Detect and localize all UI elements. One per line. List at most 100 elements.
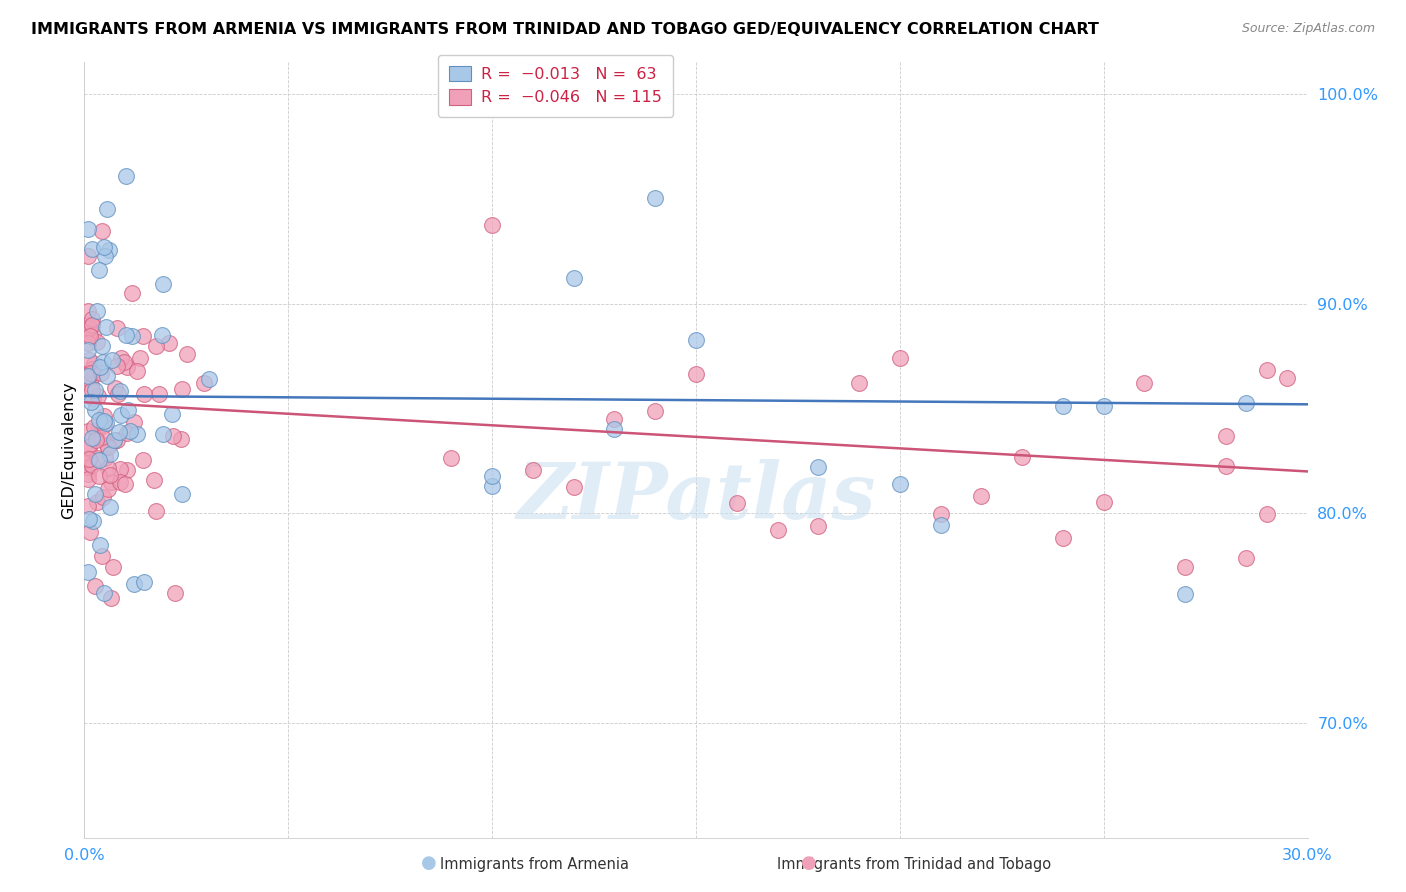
Point — [77, 320, 100, 334]
Point — [108, 462, 131, 476]
Point — [970, 489, 993, 503]
Point — [80, 242, 103, 256]
Point — [82, 318, 104, 333]
Point — [132, 574, 155, 589]
Point — [77, 371, 100, 385]
Point — [481, 479, 503, 493]
Point — [725, 496, 748, 510]
Point — [160, 407, 183, 421]
Point — [522, 463, 544, 477]
Point — [110, 408, 132, 422]
Point — [105, 321, 128, 335]
Point — [848, 376, 870, 391]
Point — [127, 426, 149, 441]
Point — [98, 467, 121, 482]
Point — [77, 467, 100, 482]
Point — [96, 202, 118, 216]
Point — [77, 335, 100, 350]
Point — [84, 431, 107, 445]
Point — [82, 431, 104, 445]
Point — [118, 424, 141, 438]
Point — [110, 351, 132, 366]
Point — [132, 329, 155, 343]
Point — [108, 425, 131, 439]
Point — [77, 500, 100, 514]
Point — [82, 391, 104, 405]
Point — [77, 249, 100, 263]
Point — [77, 452, 100, 467]
Text: Source: ZipAtlas.com: Source: ZipAtlas.com — [1241, 22, 1375, 36]
Point — [101, 560, 124, 574]
Point — [80, 378, 103, 392]
Point — [108, 475, 131, 490]
Point — [93, 414, 115, 428]
Point — [84, 579, 107, 593]
Point — [644, 404, 666, 418]
Point — [152, 277, 174, 291]
Point — [143, 473, 166, 487]
Point — [77, 442, 100, 456]
Point — [79, 524, 101, 539]
Point — [1133, 376, 1156, 391]
Point — [1236, 396, 1258, 410]
Point — [91, 490, 114, 504]
Point — [80, 394, 103, 409]
Point — [103, 434, 125, 448]
Point — [100, 591, 122, 606]
Point — [115, 169, 138, 183]
Point — [132, 387, 155, 401]
Point — [114, 477, 136, 491]
Point — [77, 450, 100, 465]
Point — [644, 191, 666, 205]
Point — [87, 453, 110, 467]
Point — [125, 364, 148, 378]
Point — [84, 433, 107, 447]
Point — [157, 335, 180, 350]
Point — [77, 369, 100, 384]
Point — [86, 303, 108, 318]
Point — [440, 451, 463, 466]
Point — [82, 383, 104, 397]
Point — [77, 512, 100, 526]
Point — [93, 409, 115, 423]
Point — [107, 359, 129, 374]
Point — [84, 403, 107, 417]
Point — [77, 304, 100, 318]
Point — [122, 416, 145, 430]
Point — [603, 422, 626, 436]
Point — [1236, 551, 1258, 566]
Text: IMMIGRANTS FROM ARMENIA VS IMMIGRANTS FROM TRINIDAD AND TOBAGO GED/EQUIVALENCY C: IMMIGRANTS FROM ARMENIA VS IMMIGRANTS FR… — [31, 22, 1099, 37]
Point — [82, 327, 104, 342]
Point — [83, 420, 105, 434]
Text: ZIPatlas: ZIPatlas — [516, 458, 876, 535]
Point — [117, 359, 139, 374]
Point — [117, 402, 139, 417]
Point — [889, 351, 911, 365]
Point — [80, 312, 103, 326]
Point — [86, 334, 108, 349]
Point — [93, 586, 115, 600]
Point — [89, 468, 111, 483]
Point — [89, 538, 111, 552]
Point — [172, 487, 194, 501]
Point — [94, 320, 117, 334]
Point — [77, 459, 100, 474]
Point — [929, 518, 952, 533]
Point — [77, 566, 100, 580]
Point — [96, 416, 118, 430]
Point — [162, 429, 184, 443]
Point — [193, 376, 215, 390]
Y-axis label: GED/Equivalency: GED/Equivalency — [60, 382, 76, 519]
Point — [122, 577, 145, 591]
Point — [97, 244, 120, 258]
Point — [104, 381, 127, 395]
Point — [82, 458, 104, 473]
Point — [481, 468, 503, 483]
Point — [97, 440, 120, 454]
Point — [807, 460, 830, 475]
Point — [115, 462, 138, 476]
Point — [86, 495, 108, 509]
Point — [110, 384, 132, 398]
Legend: R =  −0.013   N =  63, R =  −0.046   N = 115: R = −0.013 N = 63, R = −0.046 N = 115 — [437, 55, 673, 117]
Point — [83, 357, 105, 371]
